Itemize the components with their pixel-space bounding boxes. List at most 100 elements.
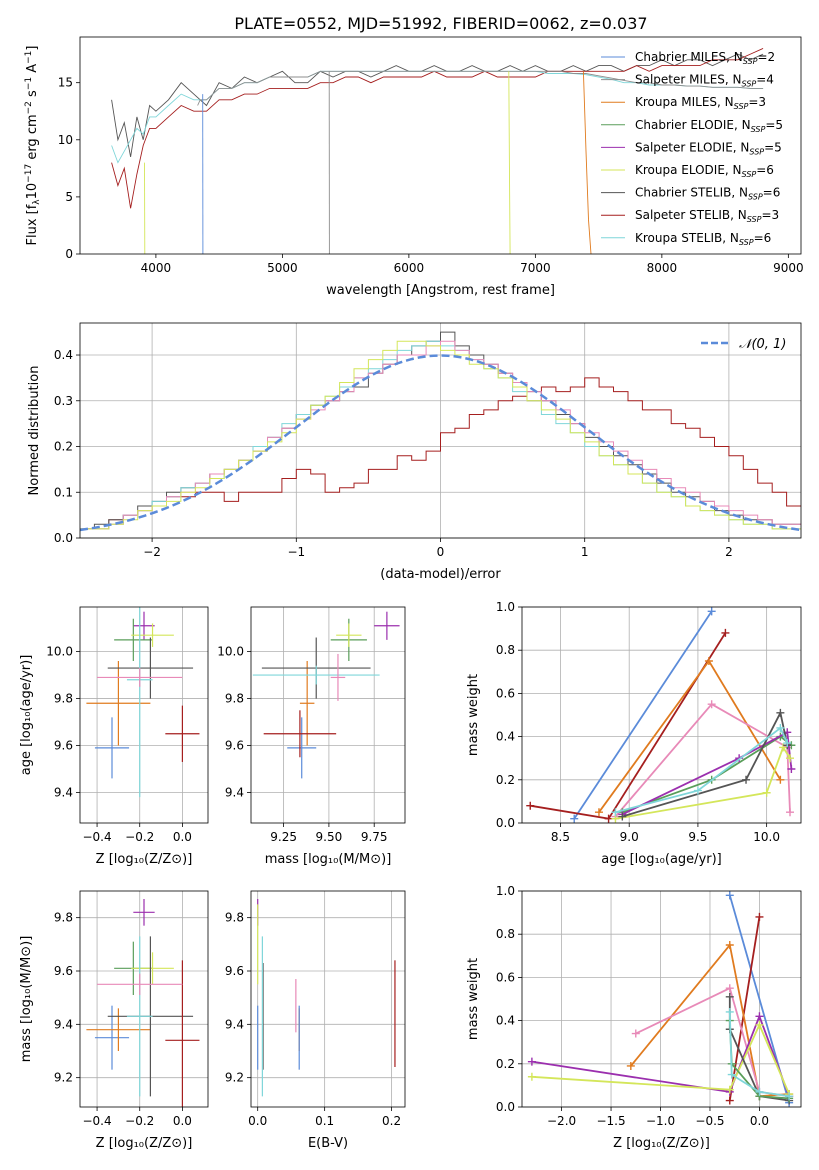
massweight_vs_Z-ytick-label: 0.2	[496, 1057, 515, 1071]
massweight_vs_age-xlabel: age [log₁₀(age/yr)]	[601, 852, 722, 867]
massweight_vs_age-point-marker	[604, 814, 613, 823]
massweight_vs_Z-xtick-label: 0.0	[750, 1114, 769, 1128]
massweight_vs_Z-ytick-label: 0.0	[496, 1100, 515, 1114]
massweight_vs_Z-point-marker	[527, 1057, 536, 1066]
massweight_vs_Z-ylabel: mass weight	[466, 958, 481, 1040]
massweight_vs_age-point-marker	[611, 808, 620, 817]
mass_vs_ebv-ytick-label: 9.6	[225, 964, 244, 978]
spectrum-series-line	[197, 70, 764, 106]
massweight_vs_Z-point-marker	[631, 1029, 640, 1038]
mass_vs_ebv-xtick-label: 0.2	[382, 1114, 401, 1128]
massweight_vs_Z-point-marker	[725, 984, 734, 993]
massweight_vs_Z-ytick-label: 0.4	[496, 1014, 515, 1028]
massweight_vs_Z-xtick-label: −1.0	[646, 1114, 675, 1128]
massweight_vs_Z-point-marker	[626, 1061, 635, 1070]
residuals-xtick-label: −1	[287, 545, 305, 559]
massweight_vs_Z-point-marker	[725, 1007, 734, 1016]
age_vs_Z-frame	[79, 606, 209, 824]
massweight_vs_age-point-marker	[762, 788, 771, 797]
spectrum-legend-label: Chabrier ELODIE, NSSP=5	[635, 118, 783, 134]
massweight_vs_Z-point-marker	[755, 912, 764, 921]
massweight_vs_age-ytick-label: 0.2	[496, 773, 515, 787]
spectrum-legend-label: Kroupa ELODIE, NSSP=6	[635, 163, 774, 179]
massweight_vs_age-point-marker	[776, 723, 785, 732]
age_vs_mass-xlabel: mass [log₁₀(M/M⊙)]	[265, 852, 392, 867]
massweight_vs_age-point-marker	[776, 708, 785, 717]
massweight_vs_Z-point-marker	[755, 1087, 764, 1096]
massweight_vs_age-point-marker	[779, 743, 788, 752]
residuals-legend-label: 𝒩(0, 1)	[739, 337, 786, 352]
massweight_vs_age-series-line	[615, 726, 789, 814]
age_vs_mass-xtick-label: 9.75	[361, 830, 388, 844]
spectrum-legend-label: Chabrier MILES, NSSP=2	[635, 50, 775, 66]
mass_vs_Z-ytick-label: 9.8	[54, 911, 73, 925]
spectrum-ytick-label: 0	[65, 247, 73, 261]
massweight_vs_age-series-line	[573, 610, 713, 820]
spectrum-legend-label: Kroupa STELIB, NSSP=6	[635, 231, 771, 247]
residuals-xlabel: (data-model)/error	[380, 567, 501, 582]
massweight_vs_age-point-marker	[783, 739, 792, 748]
spectrum-xtick-label: 9000	[773, 261, 804, 275]
massweight_vs_Z-point-marker	[727, 1070, 736, 1079]
massweight_vs_Z-point-marker	[755, 1012, 764, 1021]
mass_vs_Z-xtick-label: −0.4	[82, 1114, 111, 1128]
residuals-xtick-label: 2	[725, 545, 733, 559]
spectrum-legend-label: Kroupa MILES, NSSP=3	[635, 95, 766, 111]
massweight_vs_Z-ytick-label: 0.6	[496, 970, 515, 984]
spectrum-frame	[79, 36, 802, 255]
mass_vs_Z-ylabel: mass [log₁₀(M/M⊙)]	[19, 936, 34, 1063]
mass_vs_ebv-frame	[250, 890, 406, 1108]
massweight_vs_age-point-marker	[707, 700, 716, 709]
massweight_vs_Z-point-marker	[725, 1085, 734, 1094]
massweight_vs_Z-frame	[521, 890, 802, 1108]
mass_vs_Z-ytick-label: 9.2	[54, 1071, 73, 1085]
massweight_vs_age-point-marker	[787, 765, 796, 773]
massweight_vs_age-ytick-label: 0.0	[496, 816, 515, 830]
mass_vs_ebv-ytick-label: 9.4	[225, 1017, 244, 1031]
massweight_vs_Z-point-marker	[755, 1020, 764, 1029]
massweight_vs_age-point-marker	[776, 775, 785, 784]
spectrum-xtick-label: 7000	[520, 261, 551, 275]
spectrum-series-line	[582, 71, 592, 254]
massweight_vs_age-point-marker	[570, 814, 579, 823]
spectrum-xtick-label: 8000	[647, 261, 678, 275]
massweight_vs_Z-xtick-label: −1.5	[596, 1114, 625, 1128]
spectrum-legend-label: Salpeter STELIB, NSSP=3	[635, 208, 779, 224]
massweight_vs_age-ytick-label: 0.6	[496, 686, 515, 700]
age_vs_Z-xtick-label: 0.0	[173, 830, 192, 844]
massweight_vs_age-series-line	[614, 703, 791, 818]
residuals-ytick-label: 0.4	[54, 348, 73, 362]
mass_vs_ebv-xtick-label: 0.1	[315, 1114, 334, 1128]
spectrum-legend-label: Salpeter MILES, NSSP=4	[635, 73, 774, 89]
spectrum-ytick-label: 15	[58, 76, 73, 90]
massweight_vs_Z-point-marker	[725, 1096, 734, 1105]
residuals-xtick-label: 1	[581, 545, 589, 559]
massweight_vs_Z-xtick-label: −0.5	[695, 1114, 724, 1128]
massweight_vs_age-ytick-label: 0.8	[496, 643, 515, 657]
age_vs_Z-xlabel: Z [log₁₀(Z/Z⊙)]	[96, 852, 193, 867]
age_vs_Z-xtick-label: −0.4	[82, 830, 111, 844]
massweight_vs_age-series-line	[615, 745, 791, 820]
massweight_vs_Z-series-line	[531, 1013, 790, 1097]
spectrum-legend-label: Salpeter ELODIE, NSSP=5	[635, 140, 782, 156]
age_vs_Z-ytick-label: 9.6	[54, 739, 73, 753]
age_vs_mass-ytick-label: 9.4	[225, 785, 244, 799]
massweight_vs_Z-series-line	[728, 1011, 790, 1098]
residuals-ytick-label: 0.2	[54, 440, 73, 454]
spectrum-series-line	[111, 47, 764, 209]
age_vs_Z-ytick-label: 9.4	[54, 785, 73, 799]
massweight_vs_age-xtick-label: 8.5	[551, 830, 570, 844]
mass_vs_Z-frame	[79, 890, 209, 1108]
mass_vs_Z-xtick-label: −0.2	[125, 1114, 154, 1128]
spectrum-ytick-label: 5	[65, 190, 73, 204]
spectrum-xtick-label: 5000	[267, 261, 298, 275]
residuals-xtick-label: −2	[143, 545, 161, 559]
residuals-normal-curve	[80, 354, 801, 532]
massweight_vs_Z-ytick-label: 1.0	[496, 884, 515, 898]
massweight_vs_Z-ytick-label: 0.8	[496, 927, 515, 941]
age_vs_mass-ytick-label: 9.8	[225, 692, 244, 706]
age_vs_mass-ytick-label: 9.6	[225, 739, 244, 753]
age_vs_Z-ylabel: age [log₁₀(age/yr)]	[19, 655, 34, 776]
massweight_vs_age-frame	[521, 606, 802, 824]
